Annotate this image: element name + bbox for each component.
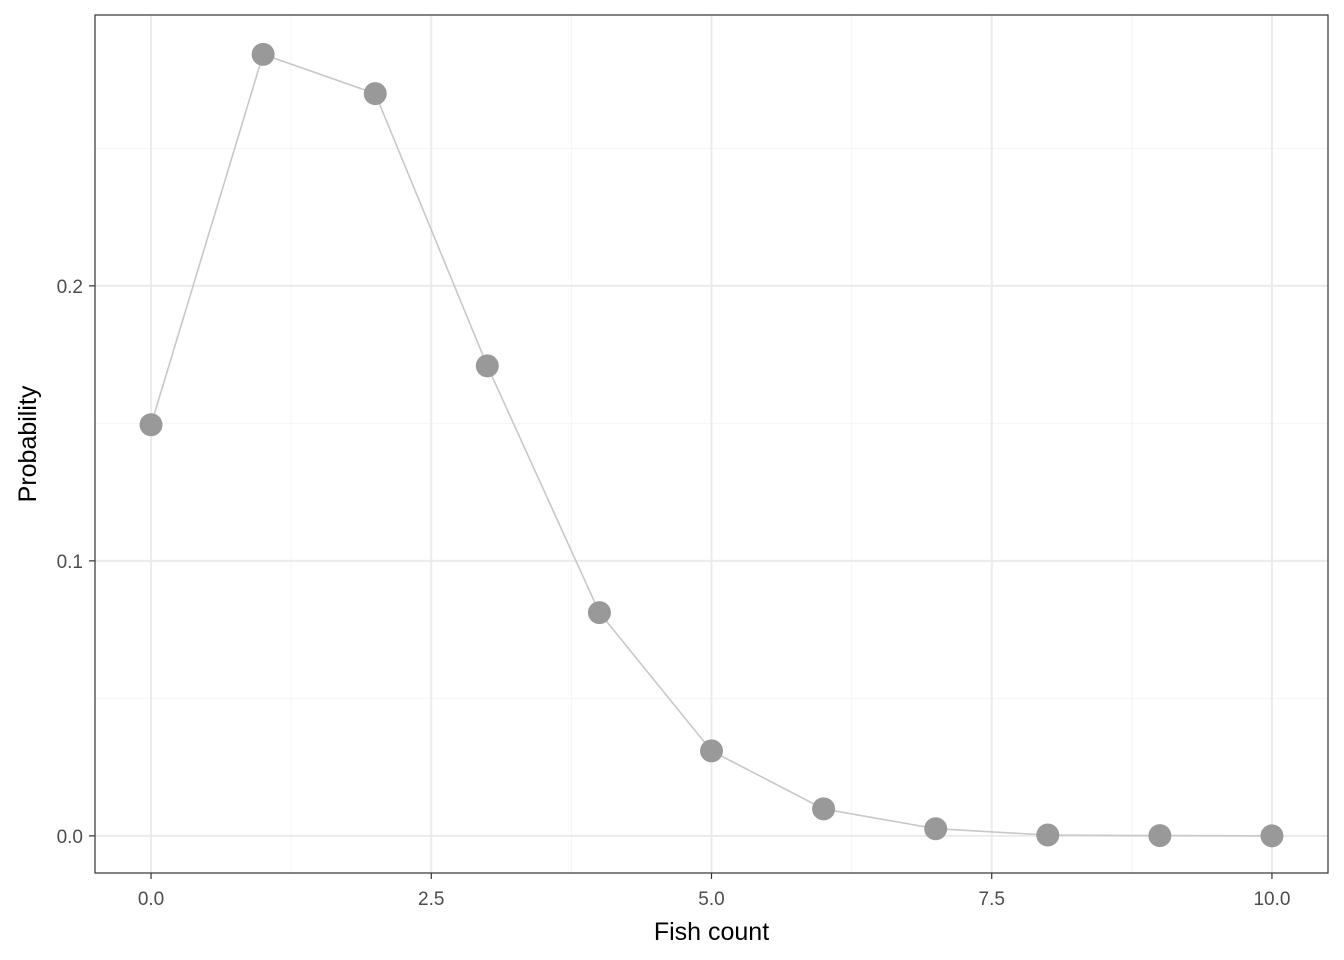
x-tick-label: 5.0 (698, 889, 724, 910)
y-axis-title: Probability (14, 385, 42, 502)
data-point (924, 817, 948, 841)
y-tick-label: 0.1 (57, 552, 83, 573)
axis-tick-labels: 0.0 2.5 5.0 7.5 10.0 0.0 0.1 0.2 (57, 277, 1291, 910)
data-point (587, 601, 611, 625)
data-point (1260, 824, 1284, 848)
x-tick-label: 0.0 (138, 889, 164, 910)
data-point (475, 354, 499, 378)
data-point (251, 42, 275, 66)
data-point (363, 82, 387, 106)
data-point (139, 413, 163, 437)
x-tick-label: 10.0 (1253, 889, 1290, 910)
axis-ticks (89, 285, 1273, 879)
x-tick-label: 2.5 (418, 889, 444, 910)
data-point (1148, 824, 1172, 848)
y-tick-label: 0.0 (57, 827, 83, 848)
data-point (1036, 823, 1060, 847)
x-tick-label: 7.5 (979, 889, 1005, 910)
data-point (812, 797, 836, 821)
data-series (139, 42, 1284, 848)
y-tick-label: 0.2 (57, 277, 83, 298)
x-axis-title: Fish count (654, 918, 769, 946)
data-point (700, 739, 723, 763)
